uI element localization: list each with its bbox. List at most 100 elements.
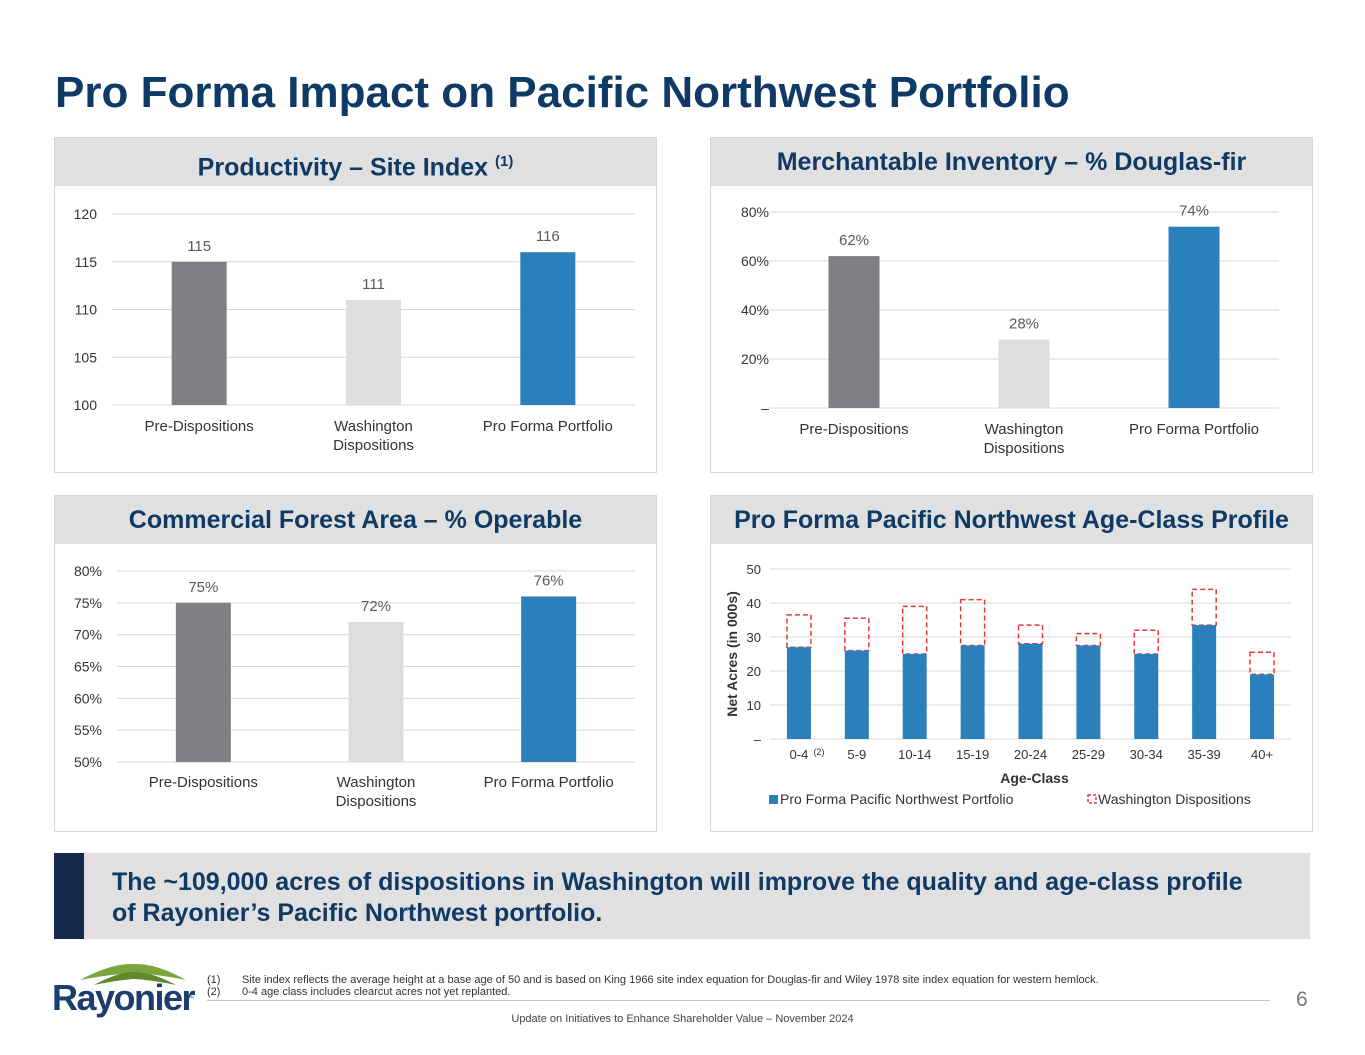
y-tick-label: –: [761, 400, 769, 416]
page-title: Pro Forma Impact on Pacific Northwest Po…: [55, 68, 1070, 117]
y-tick-label: 20%: [741, 351, 769, 367]
pro-forma-bar: [902, 654, 927, 739]
category-label: Dispositions: [336, 793, 417, 810]
legend-swatch-washington: [1087, 794, 1097, 804]
data-label: 111: [362, 276, 385, 293]
category-label: Washington: [334, 418, 413, 435]
category-label: Washington: [985, 421, 1064, 438]
y-tick-label: 100: [74, 397, 98, 413]
trademark-symbol: ™: [188, 996, 194, 1002]
pro-forma-bar: [786, 647, 811, 739]
data-label: 72%: [361, 598, 391, 615]
bar: [348, 621, 404, 762]
y-tick-label: 40: [747, 596, 761, 611]
y-tick-label: 115: [75, 254, 98, 270]
legend-label: Pro Forma Pacific Northwest Portfolio: [780, 791, 1014, 807]
y-tick-label: 30: [747, 630, 761, 645]
y-axis-title: Net Acres (in 000s): [724, 591, 740, 717]
category-label: Pre-Dispositions: [145, 418, 254, 435]
footnote-number: (1): [207, 974, 221, 986]
x-axis-title: Age-Class: [1000, 770, 1069, 786]
y-tick-label: 110: [75, 302, 98, 318]
panel-title: Commercial Forest Area – % Operable: [55, 496, 656, 544]
y-tick-label: 55%: [74, 722, 102, 738]
y-tick-label: 70%: [74, 627, 102, 643]
y-tick-label: 105: [74, 349, 98, 365]
data-label: 75%: [188, 579, 218, 596]
category-label: Dispositions: [333, 437, 414, 454]
y-tick-label: 50%: [74, 754, 102, 770]
category-label: Pro Forma Portfolio: [483, 418, 613, 435]
douglas-fir-chart: – 20% 40% 60% 80% 62% Pre-Dispositions 28% Washi…: [741, 203, 1279, 457]
bar: [346, 299, 401, 405]
douglas-fir-panel: Merchantable Inventory – % Douglas-fir –…: [710, 137, 1313, 473]
category-label: 10-14: [898, 747, 931, 762]
y-tick-label: 10: [747, 698, 761, 713]
data-label: 62%: [839, 232, 869, 249]
age-class-chart: – 10 20 30 40 50 0-4 (2) 5-9 10-14 15-19 20-24 25-29…: [724, 562, 1291, 807]
pro-forma-bar: [844, 650, 869, 739]
washington-dispositions-bar: [1191, 588, 1217, 626]
site-index-chart: 100 105 110 115 120 115 Pre-Dispositions 111 Was…: [74, 206, 635, 454]
y-tick-label: 65%: [74, 659, 102, 675]
category-label: Pro Forma Portfolio: [484, 774, 614, 791]
data-label: 76%: [534, 572, 564, 589]
data-label: 74%: [1179, 203, 1209, 220]
y-tick-label: 50: [747, 562, 761, 577]
bar: [1168, 226, 1220, 408]
pro-forma-bar: [1018, 643, 1043, 739]
key-takeaway-callout: The ~109,000 acres of dispositions in Wa…: [54, 853, 1310, 939]
panel-title: Productivity – Site Index (1): [55, 138, 656, 186]
footer-text: Update on Initiatives to Enhance Shareho…: [511, 1013, 854, 1025]
category-label: 15-19: [956, 747, 989, 762]
washington-dispositions-bar: [1075, 632, 1102, 647]
bar: [175, 602, 231, 762]
logo-wordmark: Rayonier: [52, 977, 196, 1018]
data-label: 115: [187, 238, 211, 255]
pro-forma-bar: [1250, 674, 1275, 739]
footnote-ref: (2): [813, 747, 824, 757]
callout-text: The ~109,000 acres of dispositions in Wa…: [112, 868, 1243, 927]
category-label: 40+: [1251, 747, 1273, 762]
callout-accent-bar: [54, 853, 84, 939]
washington-dispositions-bar: [1017, 624, 1044, 645]
category-label: Washington: [337, 774, 416, 791]
footnote-1: (1) Site index reflects the average heigh…: [207, 974, 1099, 986]
bar: [521, 596, 577, 762]
panel-title-text: Productivity – Site Index: [197, 153, 489, 182]
y-tick-label: 80%: [74, 563, 102, 579]
washington-dispositions-bar: [786, 614, 812, 648]
bar: [998, 339, 1050, 408]
y-tick-label: 120: [74, 206, 98, 222]
y-tick-label: 60%: [74, 690, 102, 706]
category-label: Dispositions: [984, 440, 1065, 457]
pro-forma-bar: [1134, 654, 1159, 739]
pro-forma-bar: [1076, 645, 1101, 739]
pro-forma-bar: [960, 645, 985, 739]
page-number: 6: [1296, 988, 1308, 1011]
site-index-panel: Productivity – Site Index (1) 100 105 110 1…: [54, 137, 657, 473]
pro-forma-bar: [1192, 625, 1217, 739]
category-label: Pro Forma Portfolio: [1129, 421, 1259, 438]
footnote-divider: [207, 1000, 1270, 1001]
category-label: 0-4: [790, 747, 809, 762]
washington-dispositions-bar: [959, 598, 986, 647]
y-tick-label: 40%: [741, 302, 769, 318]
bar: [828, 256, 880, 408]
tree-mark-icon: [80, 963, 186, 985]
category-label: 35-39: [1188, 747, 1221, 762]
y-tick-label: 20: [747, 664, 761, 679]
category-label: 25-29: [1072, 747, 1105, 762]
y-tick-label: 80%: [741, 204, 769, 220]
washington-dispositions-bar: [1133, 629, 1160, 655]
footnote-text: Site index reflects the average height a…: [242, 974, 1099, 986]
footnote-text: 0-4 age class includes clearcut acres no…: [242, 986, 511, 998]
footnote-2: (2) 0-4 age class includes clearcut acres…: [207, 986, 510, 998]
operable-chart: 50% 55% 60% 65% 70% 75% 80% 75% Pre-Dispositions…: [74, 563, 635, 810]
panel-title: Merchantable Inventory – % Douglas-fir: [711, 138, 1312, 186]
panel-title: Pro Forma Pacific Northwest Age-Class Pr…: [711, 496, 1312, 544]
category-label: Pre-Dispositions: [799, 421, 908, 438]
data-label: 116: [536, 228, 560, 245]
age-class-panel: Pro Forma Pacific Northwest Age-Class Pr…: [710, 495, 1313, 832]
legend-label: Washington Dispositions: [1098, 791, 1251, 807]
